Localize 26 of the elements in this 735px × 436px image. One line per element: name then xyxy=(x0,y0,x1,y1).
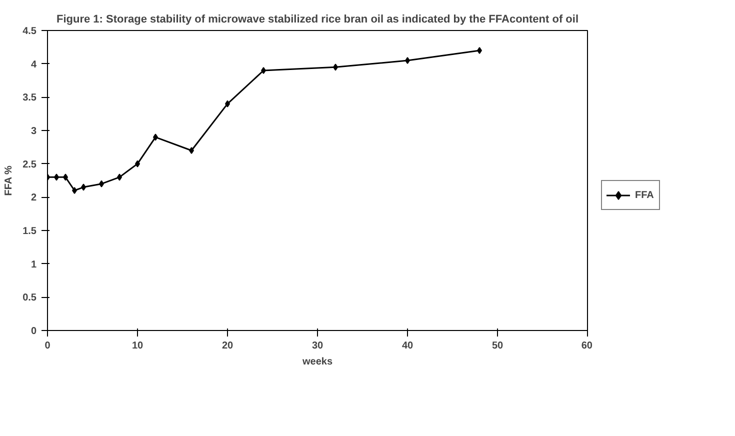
chart-title: Figure 1: Storage stability of microwave stabilized rice bran oil as indicated by the FFAcontent of oil xyxy=(56,14,579,26)
x-tick-label: 0 xyxy=(44,340,51,352)
x-axis-title: weeks xyxy=(301,356,333,368)
legend-label: FFA xyxy=(635,190,655,200)
point xyxy=(261,67,266,74)
y-tick-label: 4 xyxy=(30,59,37,70)
y-tick-label: 2.5 xyxy=(22,159,37,170)
x-tick-label: 20 xyxy=(222,340,234,352)
y-tick-label: 2 xyxy=(30,192,37,204)
y-tick-label: 3.5 xyxy=(22,92,37,104)
point xyxy=(405,57,410,64)
y-tick-label: 4.5 xyxy=(22,26,37,37)
y-tick-label: 0.5 xyxy=(22,292,37,304)
x-tick-label: 50 xyxy=(492,340,504,352)
point xyxy=(189,147,194,154)
y-tick-label: 3 xyxy=(30,126,37,137)
x-tick-label: 40 xyxy=(402,340,414,352)
y-tick-label: 1 xyxy=(30,259,37,270)
point xyxy=(477,47,482,54)
point xyxy=(72,187,77,194)
y-axis-title: FFA % xyxy=(4,165,15,196)
x-tick-label: 10 xyxy=(132,340,144,352)
x-tick-label: 30 xyxy=(312,340,324,352)
x-tick-label: 60 xyxy=(581,340,593,352)
y-tick-label: 0 xyxy=(30,326,37,337)
y-tick-label: 1.5 xyxy=(22,226,37,237)
